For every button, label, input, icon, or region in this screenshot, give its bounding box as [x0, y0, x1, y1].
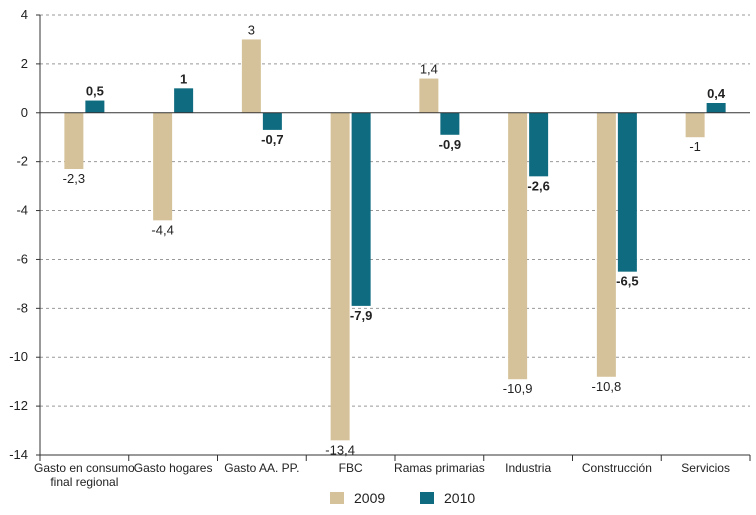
data-label: -6,5: [616, 274, 638, 289]
bar-2009: [241, 39, 261, 113]
data-label: -7,9: [350, 308, 372, 323]
y-tick-label: 2: [21, 56, 28, 71]
bar-2010: [85, 100, 105, 113]
bars: -2,3 -4,4 3 -13,4 1,4 -10,9 -10,8 -1 0,5 1 -0,7 -7,…: [63, 22, 726, 457]
data-label: -2,3: [63, 171, 85, 186]
legend-label-2010: 2010: [444, 490, 475, 506]
legend-swatch-2009: [330, 492, 344, 504]
x-tick-label: Servicios: [681, 461, 730, 475]
bar-2010: [351, 112, 371, 306]
y-tick-label: -6: [16, 251, 28, 266]
y-tick-label: 4: [21, 7, 28, 22]
bar-2009: [64, 112, 84, 169]
legend: 2009 2010: [330, 490, 475, 506]
data-label: 1: [180, 71, 187, 86]
data-label: 0,4: [707, 86, 726, 101]
data-label: -4,4: [151, 222, 173, 237]
data-label: -1: [689, 139, 701, 154]
bar-2010: [529, 112, 549, 177]
bar-2009: [419, 78, 439, 113]
y-tick-label: 0: [21, 105, 28, 120]
x-tick-label: Gasto en consumo: [34, 461, 135, 475]
x-tick-label: Gasto AA. PP.: [224, 461, 299, 475]
y-tick-label: -14: [9, 447, 28, 462]
data-label: 1,4: [420, 62, 438, 77]
legend-swatch-2010: [420, 492, 434, 504]
bar-2009: [508, 112, 528, 380]
bar-2010: [617, 112, 637, 272]
bar-2010: [440, 112, 460, 135]
y-tick-label: -8: [16, 300, 28, 315]
data-label: -0,9: [439, 137, 461, 152]
x-tick-label: final regional: [50, 475, 118, 489]
bar-2010: [262, 112, 282, 130]
x-tick-label: Ramas primarias: [394, 461, 485, 475]
x-tick-label: FBC: [339, 461, 363, 475]
bar-2009: [330, 112, 350, 441]
x-tick-label: Industria: [505, 461, 551, 475]
data-label: -13,4: [325, 442, 355, 457]
bar-2010: [174, 88, 194, 113]
data-label: -2,6: [527, 178, 549, 193]
grid-lines: [40, 14, 750, 456]
bar-2010: [706, 103, 726, 113]
data-label: -10,9: [503, 381, 533, 396]
legend-label-2009: 2009: [354, 490, 385, 506]
x-tick-label: Gasto hogares: [134, 461, 213, 475]
data-label: -10,8: [592, 379, 622, 394]
y-tick-label: -4: [16, 203, 28, 218]
data-label: -0,7: [261, 132, 283, 147]
data-label: 3: [248, 22, 255, 37]
bar-2009: [153, 112, 173, 221]
x-tick-label: Construcción: [582, 461, 652, 475]
y-tick-label: -10: [9, 349, 28, 364]
bar-2009: [685, 112, 705, 138]
bar-2009: [596, 112, 616, 377]
y-axis: 4 2 0 -2 -4 -6 -8 -10 -12 -14: [9, 7, 41, 462]
y-tick-label: -12: [9, 398, 28, 413]
data-label: 0,5: [86, 84, 104, 99]
y-tick-label: -2: [16, 154, 28, 169]
